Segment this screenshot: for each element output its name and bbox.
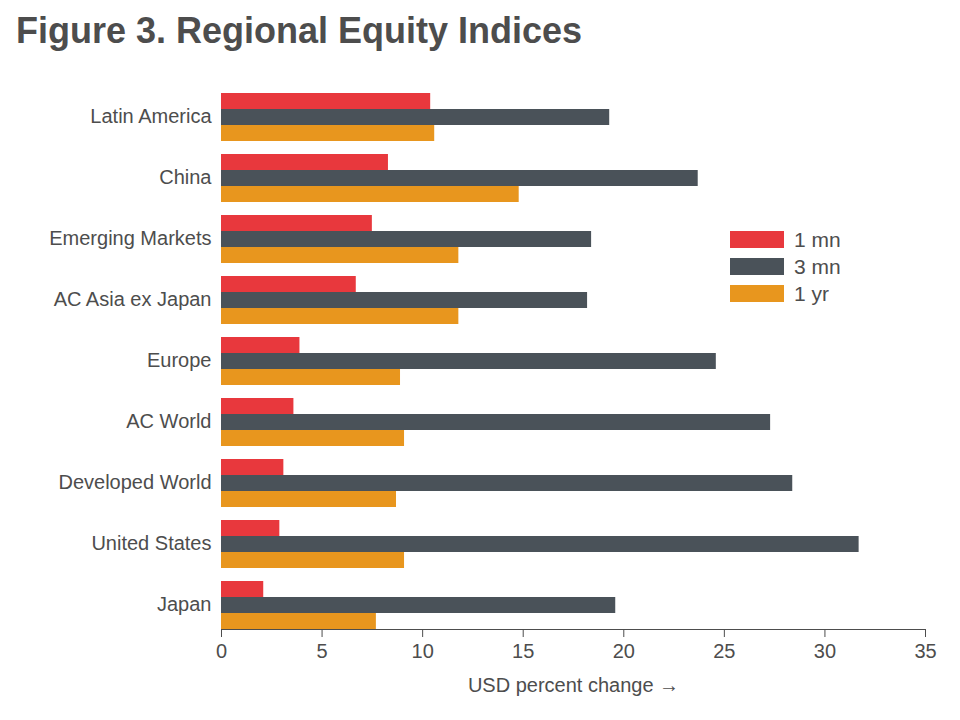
svg-text:Europe: Europe xyxy=(147,349,212,371)
svg-text:25: 25 xyxy=(713,640,735,662)
svg-text:30: 30 xyxy=(814,640,836,662)
svg-text:35: 35 xyxy=(914,640,936,662)
html-text:1 mn: 1 mn xyxy=(794,227,841,251)
svg-text:China: China xyxy=(159,166,212,188)
svg-text:15: 15 xyxy=(512,640,534,662)
svg-text:Emerging Markets: Emerging Markets xyxy=(49,227,211,249)
html-text:Figure 3. Regional Equity Indi: Figure 3. Regional Equity Indices xyxy=(16,10,583,51)
svg-text:Developed World: Developed World xyxy=(58,471,211,493)
svg-text:AC World: AC World xyxy=(126,410,211,432)
svg-text:Latin America: Latin America xyxy=(90,105,212,127)
svg-text:United States: United States xyxy=(91,532,211,554)
svg-text:Japan: Japan xyxy=(157,593,212,615)
html-text:1 yr: 1 yr xyxy=(794,281,829,305)
html-text:3 mn: 3 mn xyxy=(794,254,841,278)
svg-text:0: 0 xyxy=(216,640,227,662)
svg-text:5: 5 xyxy=(317,640,328,662)
svg-text:AC Asia ex Japan: AC Asia ex Japan xyxy=(54,288,212,310)
svg-text:20: 20 xyxy=(613,640,635,662)
svg-text:10: 10 xyxy=(412,640,434,662)
svg-text:USD percent change →: USD percent change → xyxy=(468,674,679,696)
